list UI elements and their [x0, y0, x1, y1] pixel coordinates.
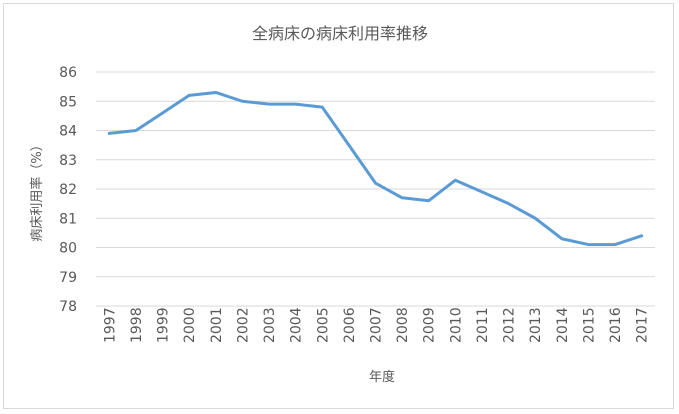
- x-tick-label-1999: 1999: [156, 307, 172, 343]
- y-axis-ticks: 78 79 80 81 82 83 84 85 86: [59, 65, 77, 315]
- x-tick-label-2001: 2001: [209, 307, 225, 343]
- x-tick-label-2004: 2004: [289, 307, 305, 343]
- y-axis-label: 病床利用率（%）: [29, 138, 45, 241]
- series-line: [107, 90, 644, 247]
- y-tick-label-80: 80: [59, 241, 77, 257]
- x-tick-label-2017: 2017: [635, 307, 651, 343]
- x-tick-label-2000: 2000: [182, 307, 198, 343]
- x-tick-label-2003: 2003: [262, 307, 278, 343]
- y-tick-label-86: 86: [59, 65, 77, 81]
- x-tick-label-2010: 2010: [448, 307, 464, 343]
- y-tick-label-83: 83: [59, 153, 77, 169]
- y-tick-label-81: 81: [59, 211, 77, 227]
- y-tick-label-84: 84: [59, 124, 77, 140]
- x-tick-label-2011: 2011: [475, 307, 491, 343]
- x-tick-label-2012: 2012: [502, 307, 518, 343]
- x-tick-label-2002: 2002: [235, 307, 251, 343]
- chart-title: 全病床の病床利用率推移: [252, 24, 428, 43]
- y-tick-label-85: 85: [59, 94, 77, 110]
- x-tick-label-2015: 2015: [581, 307, 597, 343]
- x-tick-label-2008: 2008: [395, 307, 411, 343]
- x-axis-label: 年度: [369, 369, 395, 385]
- x-tick-label-2007: 2007: [369, 307, 385, 343]
- x-tick-label-2006: 2006: [342, 307, 358, 343]
- y-tick-label-78: 78: [59, 299, 77, 315]
- x-tick-label-1998: 1998: [129, 307, 145, 343]
- x-tick-label-2013: 2013: [528, 307, 544, 343]
- x-tick-label-2014: 2014: [555, 307, 571, 343]
- y-tick-label-82: 82: [59, 182, 77, 198]
- x-tick-label-2005: 2005: [315, 307, 331, 343]
- grid-lines: [96, 71, 655, 307]
- series-points: [108, 91, 643, 246]
- x-tick-label-2009: 2009: [422, 307, 438, 343]
- x-axis-ticks: 1997 1998 1999 2000 2001 2002 2003 2004 2005 2006…: [102, 307, 650, 343]
- y-tick-label-79: 79: [59, 270, 77, 286]
- x-tick-label-1997: 1997: [102, 307, 118, 343]
- chart-frame: [3, 3, 674, 409]
- x-tick-label-2016: 2016: [608, 307, 624, 343]
